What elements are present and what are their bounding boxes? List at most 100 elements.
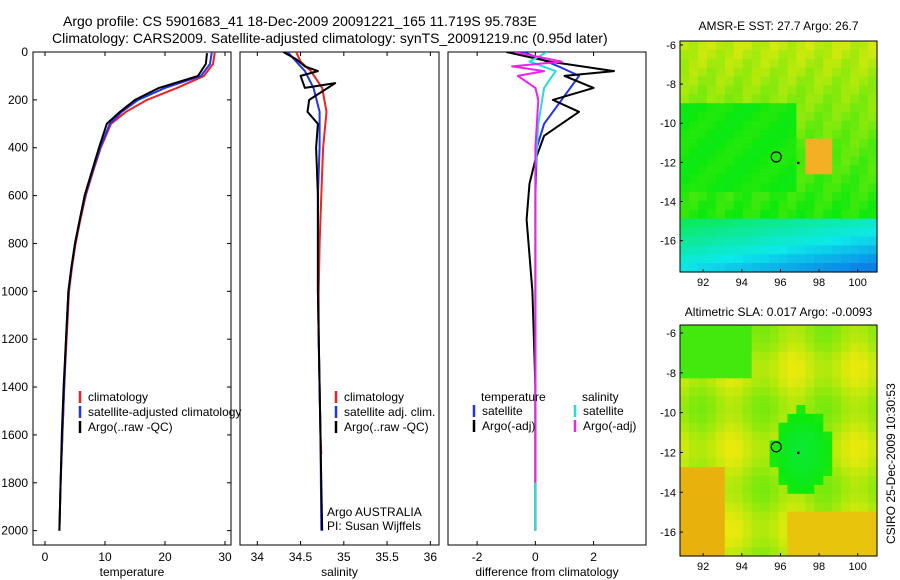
amsre-sst-map-cell xyxy=(796,94,806,104)
amsre-sst-map-cell xyxy=(733,94,744,104)
altimetric-sla-map-cell xyxy=(841,413,851,424)
altimetric-sla-map-cell xyxy=(742,360,753,371)
altimetric-sla-map-cell xyxy=(796,342,806,353)
difference-legend-label: satellite xyxy=(482,404,523,418)
amsre-sst-map-cell xyxy=(733,218,744,229)
amsre-sst-map-cell xyxy=(733,138,744,149)
amsre-sst-map-cell xyxy=(832,41,842,51)
amsre-sst-map-cell xyxy=(805,263,815,273)
altimetric-sla-map-cell xyxy=(778,387,789,397)
amsre-sst-map-cell xyxy=(751,236,762,246)
amsre-sst-map-cell xyxy=(841,103,851,113)
amsre-sst-map-cell xyxy=(751,200,762,211)
altimetric-sla-map-cell xyxy=(742,369,753,379)
altimetric-sla-map-cell xyxy=(751,387,762,397)
altimetric-sla-map-cell xyxy=(850,387,860,397)
amsre-sst-map-cell xyxy=(796,103,806,113)
amsre-sst-map-cell xyxy=(733,76,744,87)
altimetric-sla-map-cell xyxy=(706,511,717,522)
amsre-sst-map-cell xyxy=(688,183,699,193)
altimetric-sla-map-cell xyxy=(751,422,762,433)
amsre-sst-map-cell xyxy=(832,183,842,193)
amsre-sst-map-cell xyxy=(796,165,806,175)
altimetric-sla-map-cell xyxy=(733,449,744,459)
altimetric-sla-map-cell xyxy=(733,538,744,548)
amsre-sst-map-cell xyxy=(680,138,690,149)
temperature-ytick-label: 0 xyxy=(21,45,28,59)
altimetric-sla-map-cell xyxy=(832,467,842,477)
amsre-sst-map-cell xyxy=(724,94,735,104)
amsre-sst-map-cell xyxy=(805,209,815,220)
amsre-sst-map-cell xyxy=(706,200,717,211)
amsre-sst-map-cell xyxy=(832,120,842,131)
amsre-sst-map-cell xyxy=(724,138,735,149)
amsre-sst-map-cell xyxy=(850,254,860,264)
temperature-legend-label: climatology xyxy=(88,390,148,404)
altimetric-sla-map-cell xyxy=(841,378,851,388)
amsre-sst-map-cell xyxy=(742,174,753,184)
altimetric-sla-map-cell xyxy=(715,547,726,557)
amsre-sst-map-cell xyxy=(742,192,753,202)
amsre-sst-map-cell xyxy=(832,263,842,273)
amsre-sst-map-cell xyxy=(823,41,833,51)
altimetric-sla-map-cell xyxy=(850,484,860,495)
altimetric-sla-map-cell xyxy=(841,369,851,379)
altimetric-sla-map-cell xyxy=(823,404,833,415)
altimetric-sla-map-cell xyxy=(724,351,735,362)
altimetric-sla-map-cell xyxy=(859,520,869,530)
amsre-sst-map-cell xyxy=(760,227,771,238)
altimetric-sla-map-cell xyxy=(796,547,806,557)
amsre-sst-map-cell xyxy=(688,138,699,149)
amsre-sst-map-cell xyxy=(850,218,860,229)
altimetric-sla-map-cell xyxy=(841,387,851,397)
amsre-sst-map-cell xyxy=(832,165,842,175)
altimetric-sla-map-cell xyxy=(787,387,797,397)
altimetric-sla-map-cell xyxy=(751,413,762,424)
altimetric-sla-map-cell xyxy=(805,520,815,530)
amsre-sst-map-cell xyxy=(787,138,797,149)
amsre-sst-map-cell xyxy=(805,192,815,202)
altimetric-sla-map-cell xyxy=(706,422,717,433)
amsre-sst-map-cell xyxy=(859,254,869,264)
altimetric-sla-map-cell xyxy=(796,369,806,379)
amsre-sst-map-cell xyxy=(868,245,878,255)
amsre-sst-map-cell xyxy=(832,245,842,255)
altimetric-sla-map-cell xyxy=(706,396,717,406)
amsre-sst-map-cell xyxy=(697,227,708,238)
amsre-sst-map-cell xyxy=(751,254,762,264)
altimetric-sla-map-cell xyxy=(688,440,699,450)
amsre-sst-map-cell xyxy=(868,218,878,229)
altimetric-sla-map-cell xyxy=(778,422,789,433)
amsre-sst-map-cell xyxy=(778,85,789,95)
amsre-sst-map-cell xyxy=(706,103,717,113)
amsre-sst-map-cell xyxy=(778,138,789,149)
amsre-sst-map-cell xyxy=(868,156,878,166)
altimetric-sla-map-cell xyxy=(814,458,824,468)
altimetric-sla-map-cell xyxy=(706,369,717,379)
altimetric-sla-map-cell xyxy=(769,413,780,424)
altimetric-sla-map-cell xyxy=(697,369,708,379)
altimetric-sla-map-cell xyxy=(805,351,815,362)
altimetric-sla-map-cell xyxy=(796,502,806,513)
amsre-sst-map-ytick-label: -16 xyxy=(660,236,676,248)
amsre-sst-map-cell xyxy=(823,112,833,122)
amsre-sst-map-cell xyxy=(868,183,878,193)
amsre-sst-map-cell xyxy=(733,41,744,51)
amsre-sst-map-cell xyxy=(850,41,860,51)
temperature-ytick-label: 1200 xyxy=(1,332,28,346)
amsre-sst-map-cell xyxy=(724,120,735,131)
altimetric-sla-map-cell xyxy=(688,458,699,468)
altimetric-sla-map-cell xyxy=(769,342,780,353)
amsre-sst-map-cell xyxy=(706,156,717,166)
amsre-sst-map-cell xyxy=(724,236,735,246)
altimetric-sla-map-cell xyxy=(680,484,690,495)
altimetric-sla-map-cell xyxy=(796,351,806,362)
altimetric-sla-map-cell xyxy=(859,422,869,433)
altimetric-sla-map-cell xyxy=(850,547,860,557)
amsre-sst-map-cell xyxy=(697,218,708,229)
amsre-sst-map-cell xyxy=(742,120,753,131)
amsre-sst-map-cell xyxy=(787,254,797,264)
altimetric-sla-map-cell xyxy=(751,440,762,450)
altimetric-sla-map-cell xyxy=(733,351,744,362)
altimetric-sla-map-cell xyxy=(715,378,726,388)
